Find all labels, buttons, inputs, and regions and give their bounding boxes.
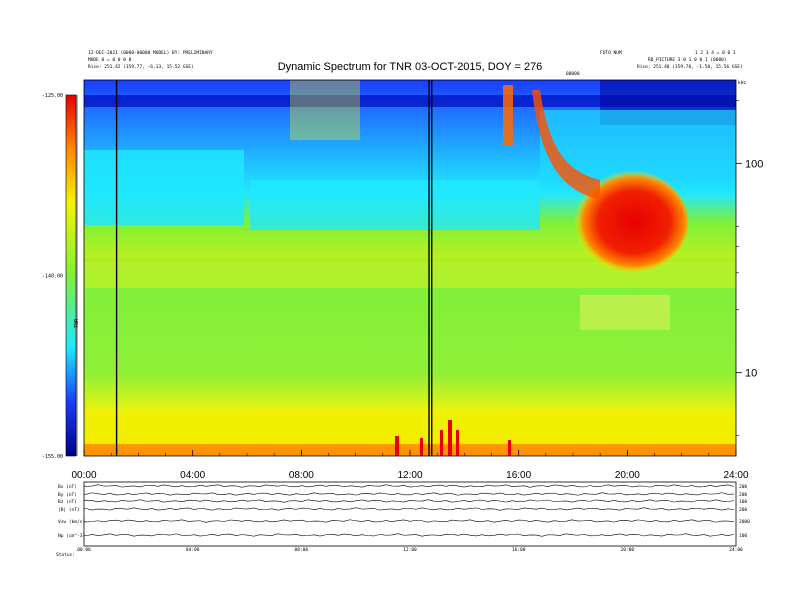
subpanel-trace bbox=[83, 499, 735, 503]
x-tick-label: 04:00 bbox=[180, 470, 205, 481]
subpanel-trace bbox=[83, 507, 735, 511]
subpanel-right-tick: 200 bbox=[739, 492, 747, 498]
unit-label: kHz bbox=[738, 80, 746, 86]
y-tick-label: 100 bbox=[745, 158, 763, 170]
chart-title: Dynamic Spectrum for TNR 03-OCT-2015, DO… bbox=[278, 61, 543, 73]
subpanel-frame bbox=[83, 481, 737, 547]
red-burst-tail bbox=[532, 90, 600, 200]
x-tick-label: 16:00 bbox=[506, 470, 531, 481]
subpanel-x-tick: 12:00 bbox=[403, 547, 417, 553]
subpanel-trace bbox=[83, 533, 735, 537]
subpanel-x-tick: 08:00 bbox=[295, 547, 309, 553]
subpanel-right-tick: 100 bbox=[739, 499, 747, 505]
header-left-line1: 12-DEC-2021 (0000-00000 MODEL) BY: PRELI… bbox=[88, 50, 213, 56]
x-axis-ticks: 00:00 04:00 08:00 12:00 16:00 20:00 24:00 bbox=[71, 450, 749, 481]
green-patch bbox=[580, 295, 670, 330]
x-tick-label: 08:00 bbox=[289, 470, 314, 481]
x-tick-label: 20:00 bbox=[615, 470, 640, 481]
header-left-line2: MODE 0 = 0 0 0 0 bbox=[88, 57, 132, 63]
subpanel-trace bbox=[83, 519, 735, 523]
vertical-markers bbox=[115, 80, 433, 456]
x-tick-label: 00:00 bbox=[71, 470, 96, 481]
header-right-line1: FOTO NUM bbox=[600, 50, 622, 56]
yellow-activity bbox=[290, 80, 360, 140]
colorbar bbox=[65, 94, 77, 457]
subpanel-trace bbox=[83, 492, 735, 496]
subpanel-label: By (nT) bbox=[58, 492, 77, 498]
y-axis-ticks: 100 10 bbox=[736, 99, 763, 437]
subpanel-x-tick: 00:00 bbox=[77, 547, 91, 553]
colorbar-tick-label: -125.00 bbox=[42, 93, 63, 99]
subpanel-label: |B| (nT) bbox=[58, 507, 80, 513]
subpanel-x-ticks: 00:00 04:00 08:00 12:00 16:00 20:00 24:00 bbox=[77, 547, 743, 553]
header-right-line1b: 1 2 3 4 = 0 0 1 bbox=[695, 50, 736, 56]
spectrogram bbox=[84, 80, 736, 456]
colorbar-ticks: -125.00 -140.00 -155.00 bbox=[42, 93, 63, 460]
colorbar-tick-label: -140.00 bbox=[42, 274, 63, 280]
header-left-line3: Rise: 251.42 (359.77, -6.13, 15.52 GSE) bbox=[88, 64, 194, 70]
subpanel-labels: Bx (nT) By (nT)Bz (nT) |B| (nT) Vsw (km/s) N… bbox=[58, 484, 85, 539]
subpanel-right-tick: 200 bbox=[739, 484, 747, 490]
footer-status: Status: bbox=[56, 552, 75, 558]
subpanel-label: Bz (nT) bbox=[58, 499, 77, 505]
subpanel-x-tick: 20:00 bbox=[621, 547, 635, 553]
y-tick-label: 10 bbox=[745, 368, 757, 380]
subpanel-x-tick: 16:00 bbox=[512, 547, 526, 553]
subpanel-x-tick: 04:00 bbox=[186, 547, 200, 553]
header-right-line3: Rise: 251.48 (359.78, -1.50, 15.56 GSE) bbox=[637, 64, 743, 70]
subpanel-right-tick: 100 bbox=[739, 533, 747, 539]
subpanel-label: Vsw (km/s) bbox=[58, 519, 85, 525]
marker-label: 00000 bbox=[566, 71, 580, 77]
x-tick-label: 24:00 bbox=[723, 470, 748, 481]
colorbar-label: TNR bbox=[74, 318, 80, 328]
subpanel-trace bbox=[83, 484, 735, 488]
x-tick-label: 12:00 bbox=[397, 470, 422, 481]
header-right-line2: RD_PICTURE 3 0 1 0 0 1 (0000) bbox=[648, 57, 727, 63]
low-freq-yellow-band bbox=[84, 410, 736, 446]
low-freq-red-spikes bbox=[395, 420, 511, 456]
cyan-block-left bbox=[84, 150, 244, 225]
red-streak bbox=[503, 85, 513, 145]
colorbar-tick-label: -155.00 bbox=[42, 454, 63, 460]
subpanel-x-tick: 24:00 bbox=[729, 547, 743, 553]
subpanel-right-tick: 200 bbox=[739, 507, 747, 513]
subpanel-traces bbox=[83, 484, 735, 537]
cyan-block-mid bbox=[250, 180, 540, 230]
subpanel-right-tick: 2000 bbox=[739, 519, 750, 525]
subpanel-label: Bx (nT) bbox=[58, 484, 77, 490]
subpanel-label: Np (cm^-3) bbox=[58, 533, 85, 539]
dark-band-top bbox=[84, 95, 736, 107]
